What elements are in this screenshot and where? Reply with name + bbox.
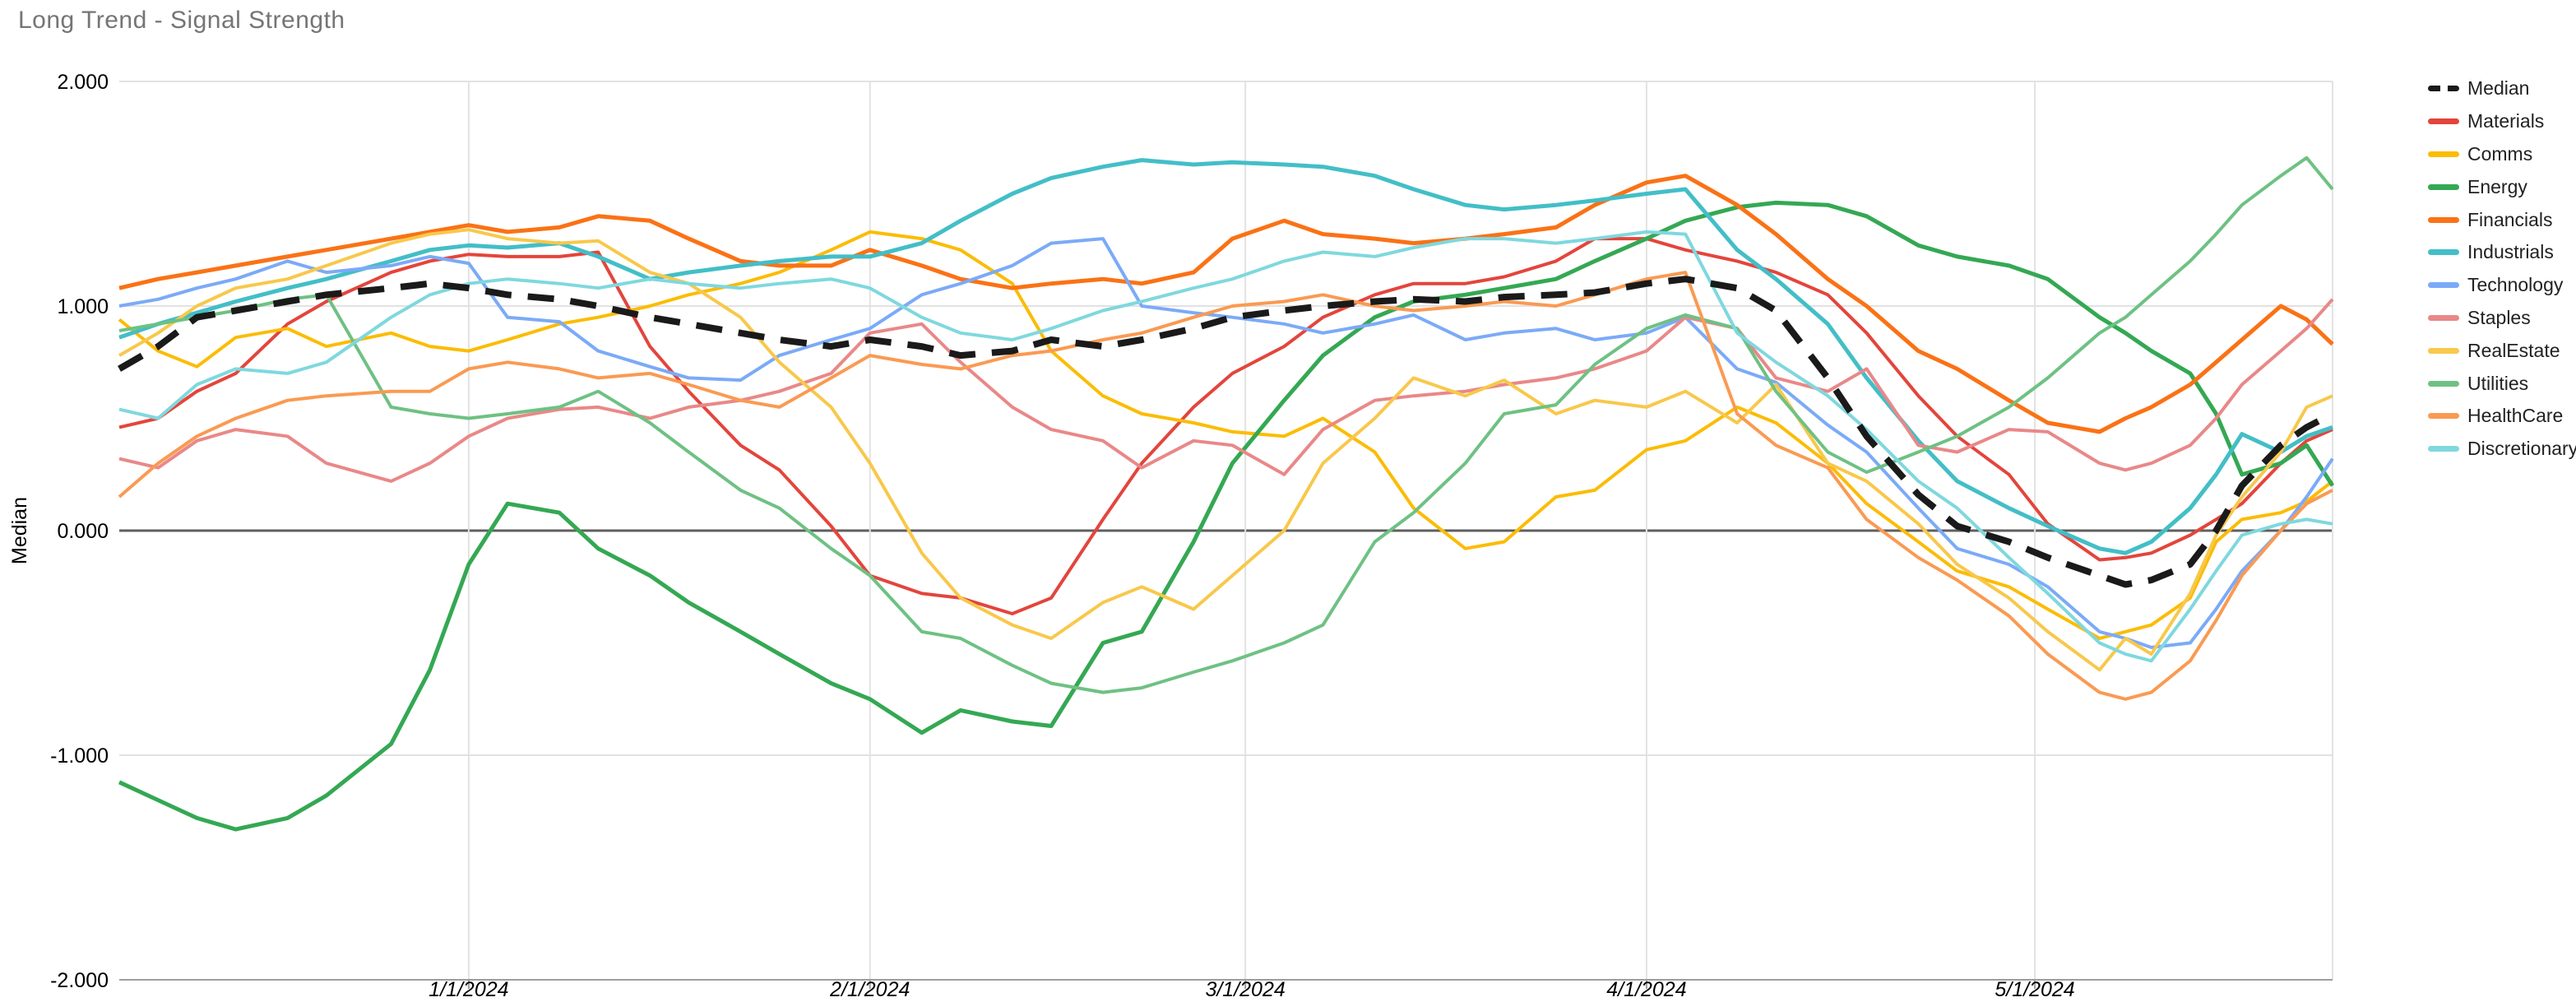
- legend-swatch-financials: [2428, 216, 2459, 223]
- legend-label: Discretionary: [2467, 438, 2576, 460]
- legend-label: Energy: [2467, 175, 2527, 197]
- legend-label: Materials: [2467, 110, 2545, 132]
- legend-label: Technology: [2467, 274, 2564, 296]
- x-tick-label: 3/1/2024: [1205, 978, 1285, 1001]
- legend-swatch-realestate: [2428, 347, 2459, 354]
- legend-item-realestate[interactable]: RealEstate: [2428, 334, 2576, 367]
- legend-label: Comms: [2467, 142, 2533, 165]
- series-line-industrials[interactable]: [118, 158, 2333, 555]
- legend-item-median[interactable]: Median: [2428, 72, 2576, 105]
- series-line-materials[interactable]: [118, 237, 2333, 615]
- legend-swatch-healthcare: [2428, 413, 2459, 420]
- series-line-technology[interactable]: [118, 237, 2334, 649]
- legend-swatch-technology: [2428, 282, 2459, 289]
- legend-item-energy[interactable]: Energy: [2428, 170, 2576, 203]
- legend-item-industrials[interactable]: Industrials: [2428, 236, 2576, 269]
- x-tick-label: 5/1/2024: [1995, 978, 2074, 1001]
- legend-item-utilities[interactable]: Utilities: [2428, 367, 2576, 400]
- series-line-comms[interactable]: [118, 230, 2334, 640]
- legend-swatch-energy: [2428, 183, 2459, 190]
- legend-item-materials[interactable]: Materials: [2428, 105, 2576, 138]
- legend-label: HealthCare: [2467, 405, 2564, 427]
- series-line-staples[interactable]: [118, 298, 2334, 483]
- legend-item-comms[interactable]: Comms: [2428, 138, 2576, 171]
- legend: Median Materials Comms Energy Financials Indu…: [2428, 72, 2576, 466]
- x-tick-label: 1/1/2024: [429, 978, 508, 1001]
- legend-label: Median: [2467, 77, 2530, 100]
- legend-label: Staples: [2467, 306, 2531, 328]
- legend-swatch-industrials: [2428, 249, 2459, 256]
- y-tick-label: -1.000: [50, 745, 109, 768]
- series-line-energy[interactable]: [118, 200, 2335, 832]
- series-line-median[interactable]: [117, 276, 2334, 588]
- legend-item-technology[interactable]: Technology: [2428, 269, 2576, 302]
- series-line-healthcare[interactable]: [118, 271, 2333, 701]
- series-line-realestate[interactable]: [118, 228, 2333, 672]
- legend-swatch-comms: [2428, 151, 2459, 157]
- y-tick-label: 2.000: [57, 71, 109, 94]
- legend-swatch-materials: [2428, 118, 2459, 125]
- y-tick-label: 1.000: [57, 295, 109, 318]
- legend-item-healthcare[interactable]: HealthCare: [2428, 400, 2576, 433]
- x-tick-label: 2/1/2024: [829, 978, 910, 1001]
- legend-label: Financials: [2467, 208, 2553, 230]
- legend-item-discretionary[interactable]: Discretionary: [2428, 433, 2576, 466]
- legend-item-staples[interactable]: Staples: [2428, 302, 2576, 335]
- chart-title: Long Trend - Signal Strength: [18, 7, 345, 34]
- legend-swatch-staples: [2428, 314, 2459, 321]
- legend-label: Utilities: [2467, 372, 2529, 394]
- series-line-discretionary[interactable]: [118, 230, 2333, 663]
- legend-swatch-discretionary: [2428, 446, 2459, 452]
- legend-swatch-utilities: [2428, 380, 2459, 387]
- series-line-utilities[interactable]: [118, 155, 2334, 694]
- legend-item-financials[interactable]: Financials: [2428, 203, 2576, 236]
- legend-label: Industrials: [2467, 241, 2554, 263]
- legend-label: RealEstate: [2467, 339, 2560, 361]
- y-axis-title: Median: [8, 497, 31, 564]
- series-line-financials[interactable]: [118, 174, 2334, 434]
- x-tick-label: 4/1/2024: [1606, 978, 1686, 1001]
- y-tick-label: -2.000: [50, 969, 109, 992]
- y-tick-label: 0.000: [57, 520, 109, 543]
- legend-swatch-median: [2428, 86, 2459, 92]
